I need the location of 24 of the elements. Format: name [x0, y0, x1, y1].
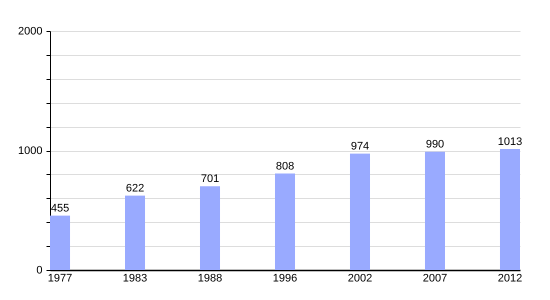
x-tick-label: 1977 — [48, 272, 72, 284]
y-tick-label: 2000 — [18, 26, 42, 38]
data-label: 622 — [126, 182, 144, 195]
x-tick-label: 2007 — [422, 272, 448, 284]
data-label: 701 — [200, 173, 220, 186]
x-tick-label: 2002 — [348, 272, 372, 284]
bar — [500, 148, 520, 270]
y-tick-label: 1000 — [18, 145, 42, 157]
x-tick-label: 1996 — [272, 272, 298, 284]
bar — [424, 152, 446, 270]
data-label: 808 — [276, 160, 294, 172]
x-tick-label: 1983 — [122, 272, 148, 284]
data-label: 455 — [50, 202, 70, 215]
y-tick-label: 0 — [36, 264, 42, 276]
data-label: 990 — [426, 138, 444, 151]
data-label: 1013 — [498, 136, 522, 148]
bar — [274, 173, 296, 270]
bar — [124, 196, 146, 270]
x-tick-label: 2012 — [498, 272, 522, 284]
data-label: 974 — [350, 140, 370, 153]
x-tick-label: 1988 — [198, 272, 222, 284]
bar — [50, 216, 70, 270]
bar — [200, 186, 220, 270]
bar — [350, 154, 370, 270]
